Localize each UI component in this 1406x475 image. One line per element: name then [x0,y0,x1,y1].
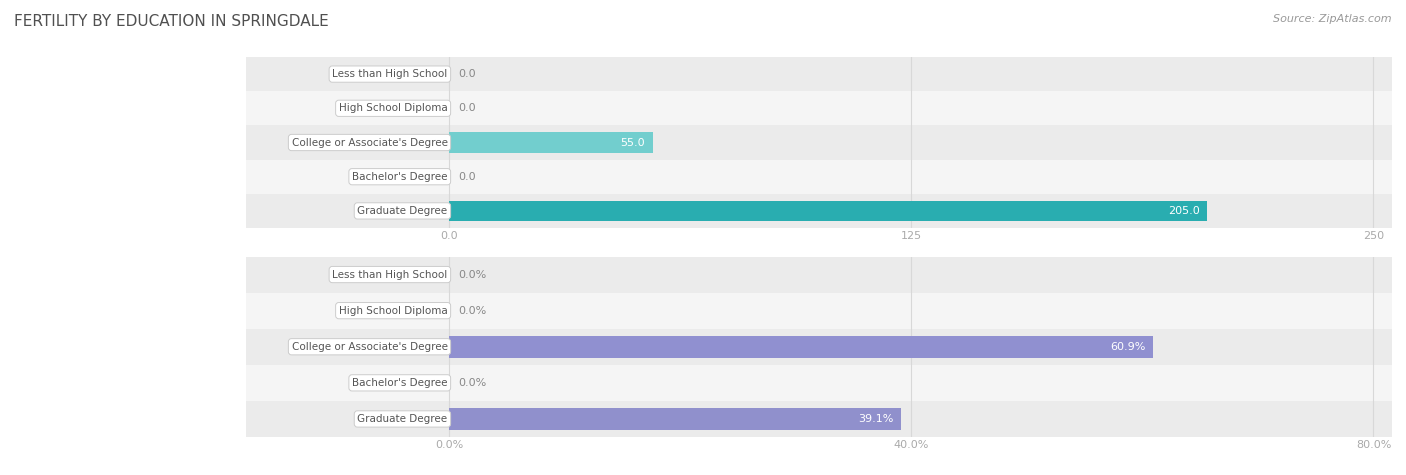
Bar [246,401,1392,437]
Text: 0.0%: 0.0% [458,378,486,388]
Text: 205.0: 205.0 [1168,206,1199,216]
Text: 0.0%: 0.0% [458,269,486,280]
Bar [246,293,1392,329]
Text: 39.1%: 39.1% [858,414,894,424]
Text: Source: ZipAtlas.com: Source: ZipAtlas.com [1274,14,1392,24]
Text: Bachelor's Degree: Bachelor's Degree [352,171,447,182]
Bar [450,200,1208,221]
Bar [246,125,1392,160]
Text: College or Associate's Degree: College or Associate's Degree [291,342,447,352]
Bar [246,160,1392,194]
Bar [246,256,1392,293]
Text: Less than High School: Less than High School [332,69,447,79]
Text: 0.0: 0.0 [458,103,477,114]
Bar [450,336,1153,358]
Text: 0.0: 0.0 [458,171,477,182]
Text: College or Associate's Degree: College or Associate's Degree [291,137,447,148]
Bar [246,365,1392,401]
Text: 0.0: 0.0 [458,69,477,79]
Text: High School Diploma: High School Diploma [339,103,447,114]
Text: 0.0%: 0.0% [458,305,486,316]
Text: Graduate Degree: Graduate Degree [357,414,447,424]
Text: Less than High School: Less than High School [332,269,447,280]
Text: Graduate Degree: Graduate Degree [357,206,447,216]
Bar [246,194,1392,228]
Text: 55.0: 55.0 [620,137,645,148]
Text: High School Diploma: High School Diploma [339,305,447,316]
Bar [450,132,652,153]
Bar [246,91,1392,125]
Bar [246,57,1392,91]
Bar [450,408,901,430]
Text: 60.9%: 60.9% [1111,342,1146,352]
Bar [246,329,1392,365]
Text: Bachelor's Degree: Bachelor's Degree [352,378,447,388]
Text: FERTILITY BY EDUCATION IN SPRINGDALE: FERTILITY BY EDUCATION IN SPRINGDALE [14,14,329,29]
